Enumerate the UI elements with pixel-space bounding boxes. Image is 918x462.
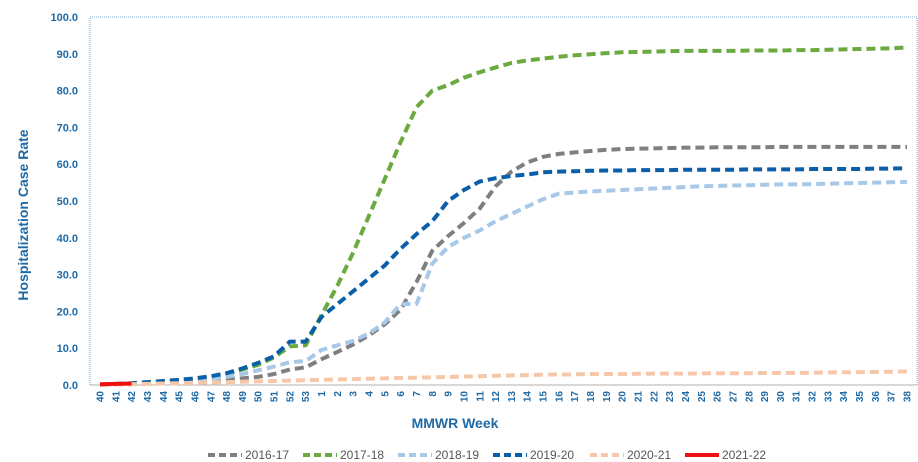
x-tick-label: 9 <box>444 391 455 397</box>
x-tick-label: 44 <box>159 391 170 403</box>
x-tick-label: 43 <box>143 391 154 403</box>
series-line-2016-17 <box>99 144 907 387</box>
plot-border <box>89 16 918 386</box>
x-tick-label: 47 <box>206 391 217 403</box>
series-line-2018-19 <box>99 179 908 387</box>
x-tick-label: 25 <box>697 391 708 403</box>
y-tick-label: 90.0 <box>57 49 78 61</box>
x-tick-label: 20 <box>618 391 629 403</box>
x-tick-label: 37 <box>887 391 898 403</box>
x-tick-label: 12 <box>491 391 502 403</box>
x-tick-label: 5 <box>380 391 391 397</box>
x-tick-label: 29 <box>760 391 771 403</box>
legend-label: 2016-17 <box>245 448 289 462</box>
x-tick-label: 52 <box>285 391 296 403</box>
y-tick-label: 70.0 <box>57 122 78 134</box>
legend: 2016-17 2017-18 2018-19 2019-20 2020-21 2021-… <box>208 448 766 462</box>
y-tick-label: 100.0 <box>50 12 78 24</box>
x-tick-label: 35 <box>855 391 866 403</box>
x-tick-label: 51 <box>270 391 281 403</box>
x-tick-label: 8 <box>428 391 439 397</box>
x-tick-label: 53 <box>301 391 312 403</box>
x-tick-label: 16 <box>554 391 565 403</box>
x-axis-ticks: 40 41 42 43 44 45 46 47 48 49 50 51 52 53 1 2 3 4 5 6 7 8 9 10 1… <box>96 391 914 403</box>
y-tick-label: 60.0 <box>57 159 78 171</box>
x-tick-label: 40 <box>96 391 107 403</box>
x-tick-label: 50 <box>254 391 265 403</box>
y-tick-label: 10.0 <box>57 343 78 355</box>
x-tick-label: 41 <box>111 391 122 403</box>
legend-label: 2018-19 <box>435 448 479 462</box>
legend-label: 2019-20 <box>530 448 574 462</box>
series-line-2017-18 <box>99 45 908 387</box>
y-tick-label: 80.0 <box>57 86 78 98</box>
x-tick-label: 19 <box>602 391 613 403</box>
x-tick-label: 23 <box>665 391 676 403</box>
x-tick-label: 21 <box>634 391 645 403</box>
y-tick-label: 50.0 <box>57 196 78 208</box>
y-axis-ticks: 0.0 10.0 20.0 30.0 40.0 50.0 60.0 70.0 80.0 90.0 1… <box>50 12 78 392</box>
x-tick-label: 38 <box>903 391 914 403</box>
x-tick-label: 49 <box>238 391 249 403</box>
x-tick-label: 10 <box>459 391 470 403</box>
x-tick-label: 24 <box>681 391 692 403</box>
x-tick-label: 31 <box>792 391 803 403</box>
x-tick-label: 27 <box>728 391 739 403</box>
series-line-2019-20 <box>99 166 908 387</box>
x-tick-label: 6 <box>396 391 407 397</box>
x-tick-label: 18 <box>586 391 597 403</box>
x-tick-label: 48 <box>222 391 233 403</box>
series-line-2020-21 <box>99 369 908 387</box>
x-tick-label: 15 <box>539 391 550 403</box>
plot-area <box>89 16 918 386</box>
x-tick-label: 33 <box>823 391 834 403</box>
x-tick-label: 17 <box>570 391 581 403</box>
x-tick-label: 30 <box>776 391 787 403</box>
y-tick-label: 20.0 <box>57 306 78 318</box>
x-tick-label: 3 <box>349 391 360 397</box>
x-tick-label: 32 <box>808 391 819 403</box>
y-tick-label: 0.0 <box>63 380 78 392</box>
legend-label: 2017-18 <box>340 448 384 462</box>
x-tick-label: 42 <box>127 391 138 403</box>
x-tick-label: 14 <box>523 391 534 403</box>
x-tick-label: 2 <box>333 391 344 397</box>
x-tick-label: 1 <box>317 391 328 397</box>
x-tick-label: 13 <box>507 391 518 403</box>
y-tick-label: 40.0 <box>57 233 78 245</box>
x-tick-label: 36 <box>871 391 882 403</box>
x-tick-label: 34 <box>839 391 850 403</box>
x-axis-title: MMWR Week <box>412 415 499 431</box>
x-tick-label: 26 <box>713 391 724 403</box>
x-tick-label: 22 <box>649 391 660 403</box>
x-tick-label: 4 <box>365 391 376 397</box>
x-tick-label: 11 <box>475 391 486 402</box>
legend-label: 2021-22 <box>722 448 766 462</box>
y-axis-title: Hospitalization Case Rate <box>15 129 31 300</box>
x-tick-label: 7 <box>412 391 423 397</box>
series-line-2021-22 <box>99 381 132 387</box>
series-lines <box>99 45 908 387</box>
y-tick-label: 30.0 <box>57 270 78 282</box>
x-tick-label: 45 <box>175 391 186 403</box>
x-tick-label: 46 <box>190 391 201 403</box>
x-tick-label: 28 <box>744 391 755 403</box>
legend-label: 2020-21 <box>627 448 671 462</box>
